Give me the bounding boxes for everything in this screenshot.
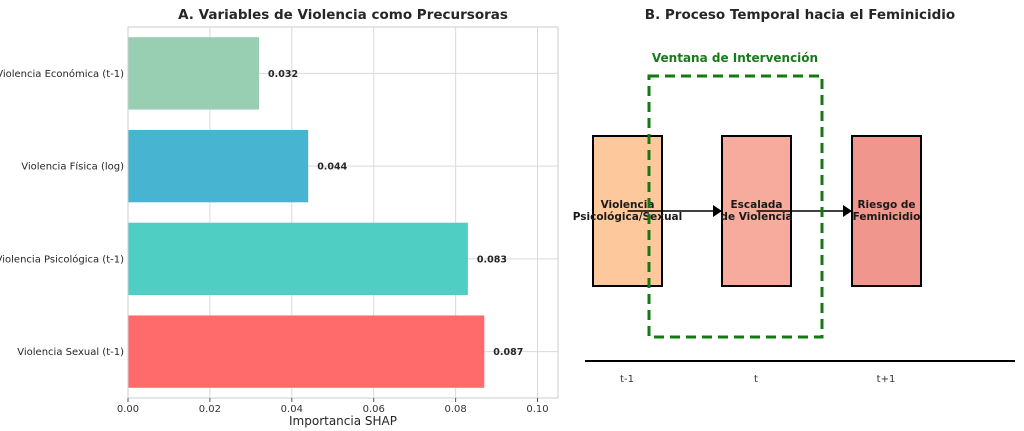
panel-a-frame	[127, 26, 559, 399]
bar	[128, 315, 485, 388]
box-label-line1: Riesgo de	[857, 199, 915, 211]
window-label: Ventana de Intervención	[652, 51, 818, 65]
box-label-line1: Violencia	[601, 199, 655, 211]
panel-b: B. Proceso Temporal hacia el Feminicidio…	[573, 7, 1015, 385]
xtick-label: 0.00	[117, 404, 139, 415]
bar	[128, 37, 260, 110]
timeline-label: t	[754, 374, 758, 385]
box-label-line1: Escalada	[730, 199, 782, 211]
panel-a-xticks: 0.00 0.02 0.04 0.06 0.08 0.10	[117, 398, 549, 415]
value-label: 0.032	[268, 69, 298, 80]
panel-a: A. Variables de Violencia como Precursor…	[0, 7, 559, 428]
panel-a-categories: Violencia Económica (t-1) Violencia Físic…	[0, 68, 124, 358]
category-label: Violencia Psicológica (t-1)	[0, 253, 124, 265]
category-label: Violencia Económica (t-1)	[0, 68, 124, 80]
xtick-label: 0.02	[199, 404, 221, 415]
arrow-head	[843, 205, 852, 217]
bar	[128, 129, 309, 203]
timeline-label: t-1	[620, 374, 634, 385]
bar	[128, 222, 468, 296]
timeline-label: t+1	[877, 374, 896, 385]
box-label-line2: de Violencia	[720, 211, 792, 223]
process-arrows	[627, 205, 852, 217]
xtick-label: 0.08	[444, 404, 466, 415]
box-label-line2: Psicológica/Sexual	[573, 211, 683, 223]
panel-a-title: A. Variables de Violencia como Precursor…	[178, 7, 508, 23]
arrow-head	[713, 205, 722, 217]
xtick-label: 0.10	[526, 404, 548, 415]
value-label: 0.083	[477, 254, 507, 265]
xtick-label: 0.04	[281, 404, 303, 415]
category-label: Violencia Física (log)	[21, 161, 124, 173]
panel-a-bars: 0.032 0.044 0.083 0.087	[128, 37, 523, 388]
timeline-labels: t-1 t t+1	[620, 374, 895, 385]
value-label: 0.087	[493, 347, 523, 358]
panel-a-xlabel: Importancia SHAP	[289, 414, 397, 428]
value-label: 0.044	[317, 162, 347, 173]
panel-b-title: B. Proceso Temporal hacia el Feminicidio	[645, 7, 955, 23]
xtick-label: 0.06	[363, 404, 385, 415]
process-box	[851, 135, 922, 287]
box-label-line2: Feminicidio	[853, 211, 921, 223]
category-label: Violencia Sexual (t-1)	[17, 347, 124, 358]
intervention-window	[647, 74, 824, 339]
